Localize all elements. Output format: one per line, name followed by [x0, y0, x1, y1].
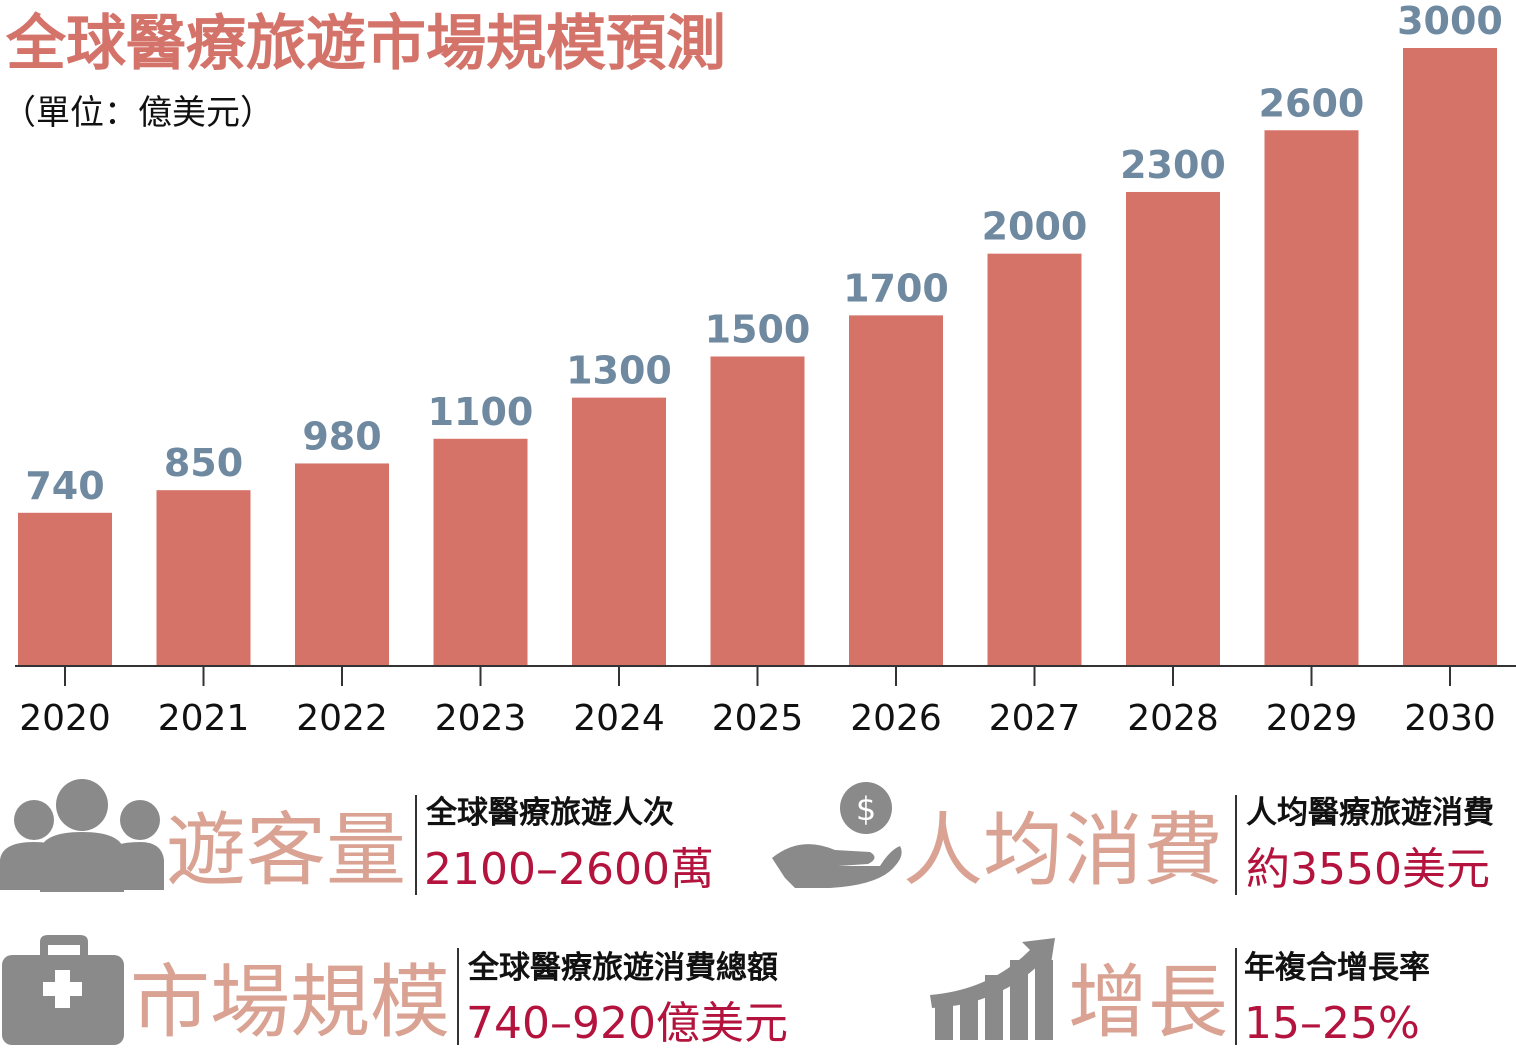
- value-label: 1500: [705, 308, 811, 352]
- x-tick-label: 2025: [712, 698, 804, 739]
- chart-subtitle: （單位：億美元）: [2, 93, 274, 133]
- x-tick-label: 2029: [1266, 698, 1358, 739]
- value-label: 1300: [566, 349, 672, 393]
- x-tick-label: 2022: [296, 698, 388, 739]
- x-tick-label: 2021: [158, 698, 250, 739]
- value-label: 980: [302, 414, 381, 458]
- bar: [849, 315, 943, 665]
- bar: [433, 438, 528, 665]
- chart-title: 全球醫療旅遊市場規模預測: [5, 9, 726, 79]
- info-heading: 人均消費: [903, 804, 1223, 897]
- people-icon: [0, 779, 164, 892]
- bar: [295, 463, 389, 665]
- bar: [18, 512, 112, 665]
- value-label: 740: [25, 464, 104, 508]
- x-tick-label: 2027: [989, 698, 1081, 739]
- hand-coin-icon: $: [772, 782, 902, 888]
- x-tick-label: 2026: [850, 698, 942, 739]
- info-value: 2100–2600萬: [424, 844, 714, 895]
- bar: [1126, 191, 1220, 665]
- x-tick-label: 2024: [573, 698, 665, 739]
- bar: [987, 253, 1082, 665]
- bar: [156, 490, 251, 665]
- info-label: 人均醫療旅遊消費: [1246, 795, 1494, 831]
- bar: [572, 397, 666, 665]
- value-label: 2600: [1259, 81, 1365, 125]
- value-label: 3000: [1397, 0, 1503, 43]
- info-heading: 市場規模: [130, 956, 450, 1048]
- info-label: 年複合增長率: [1244, 950, 1430, 986]
- info-value: 約3550美元: [1246, 844, 1490, 895]
- info-heading: 增長: [1068, 956, 1228, 1048]
- bar: [1403, 48, 1497, 665]
- x-tick-label: 2020: [19, 698, 111, 739]
- x-tick-label: 2023: [435, 698, 527, 739]
- x-tick-label: 2028: [1127, 698, 1219, 739]
- info-value: 15–25%: [1244, 998, 1420, 1048]
- growth-icon: [930, 938, 1055, 1040]
- value-label: 1700: [843, 266, 949, 310]
- bar: [710, 356, 805, 665]
- bar: [1264, 130, 1359, 665]
- value-label: 2000: [982, 205, 1088, 249]
- info-label: 全球醫療旅遊消費總額: [467, 950, 778, 986]
- medical-bag-icon: [2, 935, 124, 1045]
- info-heading: 遊客量: [166, 804, 406, 897]
- value-label: 850: [164, 441, 243, 485]
- info-label: 全球醫療旅遊人次: [425, 795, 674, 831]
- x-tick-label: 2030: [1404, 698, 1496, 739]
- value-label: 2300: [1120, 143, 1226, 187]
- dollar-sign: $: [856, 790, 876, 828]
- info-value: 740–920億美元: [466, 998, 788, 1048]
- value-label: 1100: [428, 390, 534, 434]
